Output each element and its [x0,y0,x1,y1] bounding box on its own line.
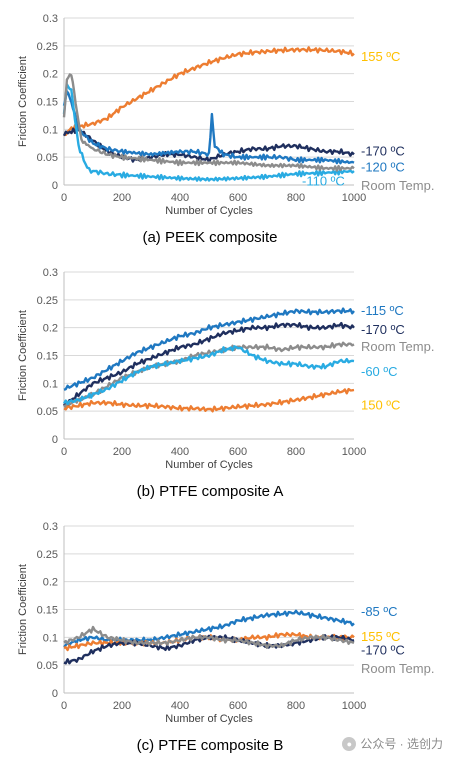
x-tick-label: 0 [61,192,67,204]
y-tick-label: 0.05 [37,152,58,164]
x-tick-label: 400 [171,446,189,458]
series-line-5 [62,73,355,172]
series-label: 150 ºC [361,397,400,412]
x-tick-label: 1000 [342,192,366,204]
series-label: Room Temp. [361,661,434,676]
panel-caption: (c) PTFE composite B [137,737,284,754]
series-line-1 [63,609,355,648]
y-tick-label: 0.05 [37,406,58,418]
x-tick-label: 200 [113,446,131,458]
series-line-5 [63,387,355,413]
watermark-text: 公众号 · 选创力 [360,737,443,751]
series-line-2 [62,321,355,407]
y-axis-label: Friction Coefficient [17,56,29,147]
series-label: Room Temp. [361,339,434,354]
y-tick-label: 0.2 [43,323,58,335]
x-tick-label: 800 [287,192,305,204]
x-tick-label: 600 [229,192,247,204]
y-tick-label: 0.15 [37,605,58,617]
series-line-4 [62,83,355,182]
series-line-1 [63,307,355,391]
x-tick-label: 600 [229,446,247,458]
y-tick-label: 0.25 [37,41,58,53]
x-tick-label: 400 [171,192,189,204]
y-tick-label: 0.2 [43,577,58,589]
y-tick-label: 0.15 [37,97,58,109]
x-axis-label: Number of Cycles [165,205,253,217]
x-tick-label: 0 [61,700,67,712]
y-tick-label: 0.3 [43,267,58,279]
chart-panel-2: 0 0.05 0.1 0.15 0.2 0.25 0.3 0 200 400 600 800 1000 N… [17,267,434,500]
x-tick-label: 200 [113,192,131,204]
series-line-3 [62,90,355,165]
x-tick-label: 800 [287,700,305,712]
y-tick-label: 0.2 [43,69,58,81]
series-label: -170 ºC [361,143,405,158]
x-tick-label: 200 [113,700,131,712]
series-label: 155 ºC [361,629,400,644]
series-label: -115 ºC [361,303,404,318]
watermark: ● 公众号 · 选创力 [342,735,443,752]
series-label: -170 ºC [361,322,405,337]
series-label: 155 ºC [361,49,400,64]
series-line-1 [63,46,355,137]
x-tick-label: 600 [229,700,247,712]
series-label: -170 ºC [361,643,405,658]
y-axis-label: Friction Coefficient [17,564,29,655]
y-tick-label: 0.3 [43,521,58,533]
series-label: -110 ºC [302,174,345,189]
chart-panel-3: 0 0.05 0.1 0.15 0.2 0.25 0.3 0 200 400 600 800 1000 N… [17,521,434,754]
x-tick-label: 800 [287,446,305,458]
x-tick-label: 1000 [342,446,366,458]
y-tick-label: 0.25 [37,549,58,561]
chart-panel-1: 0 0.05 0.1 0.15 0.2 0.25 0.3 0 200 400 600 800 1000 N… [17,13,434,246]
wechat-icon: ● [342,736,357,751]
y-tick-label: 0.3 [43,13,58,25]
series-label: Room Temp. [361,178,434,193]
y-tick-label: 0.15 [37,351,58,363]
y-tick-label: 0.1 [43,378,58,390]
x-tick-label: 1000 [342,700,366,712]
y-tick-label: 0 [52,688,58,700]
series-label: -120 ºC [361,160,405,175]
series-label: -85 ºC [361,604,398,619]
x-axis-label: Number of Cycles [165,459,253,471]
series-line-4 [63,345,355,406]
panel-caption: (a) PEEK composite [142,229,277,246]
x-tick-label: 0 [61,446,67,458]
y-tick-label: 0.1 [43,124,58,136]
series-line-4 [63,625,355,649]
panel-caption: (b) PTFE composite A [137,483,284,500]
y-tick-label: 0.25 [37,295,58,307]
y-axis-label: Friction Coefficient [17,310,29,401]
x-axis-label: Number of Cycles [165,713,253,725]
y-tick-label: 0.05 [37,660,58,672]
y-tick-label: 0 [52,434,58,446]
series-label: -60 ºC [361,364,398,379]
y-tick-label: 0.1 [43,632,58,644]
x-tick-label: 400 [171,700,189,712]
series-line-3 [63,634,355,665]
y-tick-label: 0 [52,180,58,192]
